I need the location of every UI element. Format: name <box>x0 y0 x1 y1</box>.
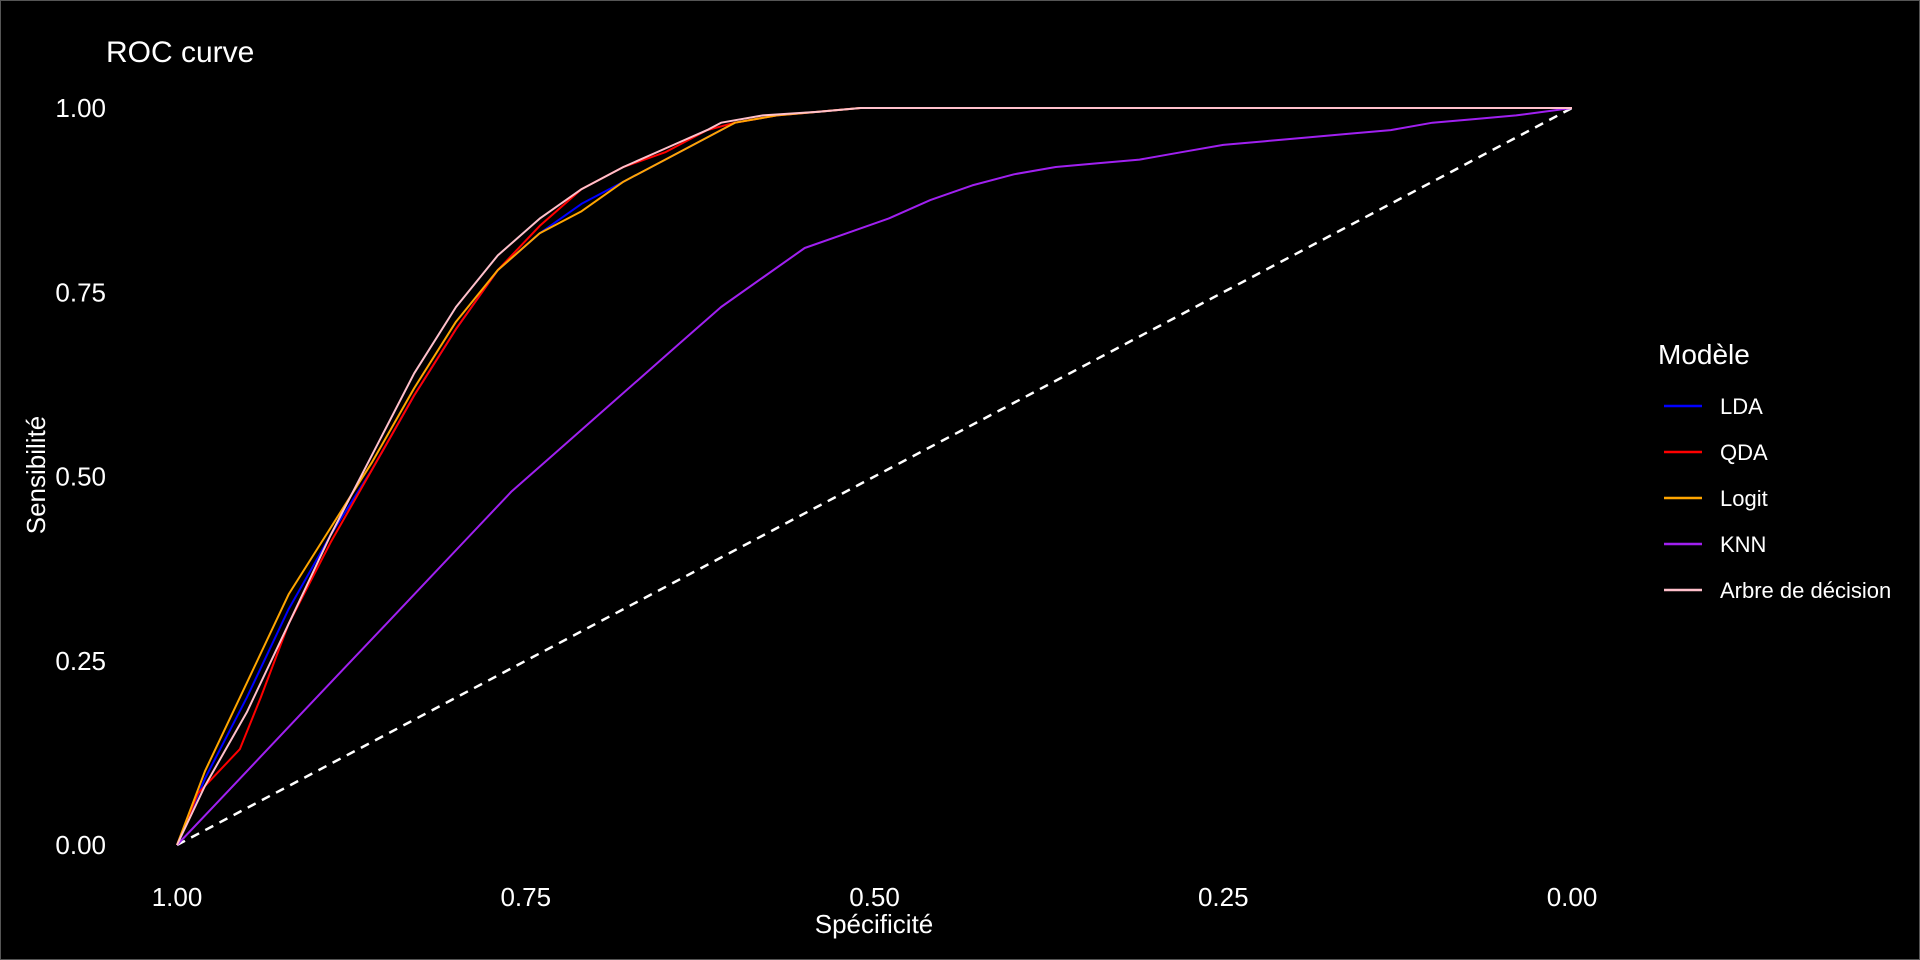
series-line-arbre-de-d-cision <box>176 107 1572 846</box>
x-tick-label: 0.75 <box>500 882 551 912</box>
y-axis-label: Sensibilité <box>21 416 51 535</box>
y-tick-label: 1.00 <box>55 93 106 123</box>
legend-label: KNN <box>1720 532 1766 557</box>
x-tick-label: 0.25 <box>1198 882 1249 912</box>
legend-label: Logit <box>1720 486 1768 511</box>
y-tick-label: 0.00 <box>55 830 106 860</box>
x-tick-label: 1.00 <box>152 882 203 912</box>
x-tick-label: 0.00 <box>1547 882 1598 912</box>
legend-label: QDA <box>1720 440 1768 465</box>
y-tick-label: 0.75 <box>55 277 106 307</box>
legend-label: Arbre de décision <box>1720 578 1891 603</box>
roc-series-lines <box>176 107 1573 846</box>
series-line-knn <box>176 107 1573 846</box>
y-tick-label: 0.25 <box>55 646 106 676</box>
y-tick-label: 0.50 <box>55 462 106 492</box>
x-tick-label: 0.50 <box>849 882 900 912</box>
legend: LDA QDA Logit KNN Arbre de décision <box>1664 394 1891 603</box>
legend-label: LDA <box>1720 394 1763 419</box>
legend-title: Modèle <box>1658 339 1750 370</box>
x-axis-ticks: 1.00 0.75 0.50 0.25 0.00 <box>152 882 1598 912</box>
chart-title: ROC curve <box>106 36 254 69</box>
x-axis-label: Spécificité <box>815 909 934 939</box>
y-axis-ticks: 0.00 0.25 0.50 0.75 1.00 <box>55 93 106 860</box>
reference-diagonal <box>176 106 1573 847</box>
